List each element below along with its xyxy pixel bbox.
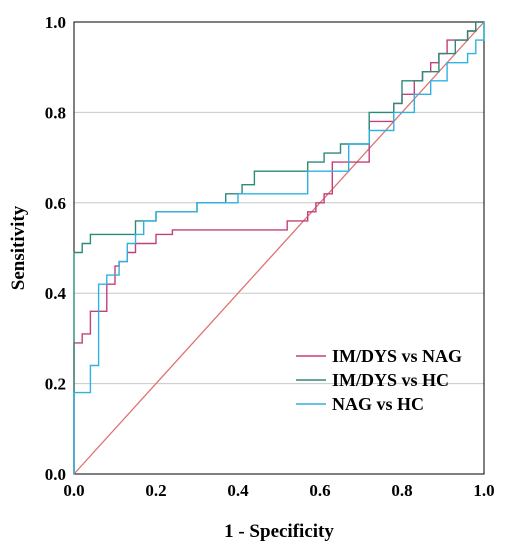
y-tick-label-4: 0.8 <box>45 103 66 122</box>
x-tick-label-1: 0.2 <box>145 481 166 500</box>
plot-frame <box>73 21 485 475</box>
y-tick-label-1: 0.2 <box>45 375 66 394</box>
x-axis-ticks: 0.0 0.2 0.4 0.6 0.8 1.0 <box>63 481 494 500</box>
legend: IM/DYS vs NAG IM/DYS vs HC NAG vs HC <box>296 346 462 414</box>
grid-lines <box>74 111 484 385</box>
series-line-0 <box>73 21 484 474</box>
legend-label-0: IM/DYS vs NAG <box>332 346 462 366</box>
series-group <box>73 21 485 474</box>
y-axis-label: Sensitivity <box>8 205 29 290</box>
x-tick-label-5: 1.0 <box>473 481 494 500</box>
legend-label-2: NAG vs HC <box>332 394 424 414</box>
x-tick-label-0: 0.0 <box>63 481 84 500</box>
y-tick-label-0: 0.0 <box>45 465 66 484</box>
x-axis-label: 1 - Specificity <box>224 521 334 542</box>
y-axis-ticks: 0.0 0.2 0.4 0.6 0.8 1.0 <box>45 13 67 484</box>
x-tick-label-4: 0.8 <box>391 481 412 500</box>
x-tick-label-3: 0.6 <box>309 481 330 500</box>
series-line-1 <box>73 21 485 474</box>
series-line-2 <box>73 22 485 474</box>
reference-line <box>73 21 485 475</box>
y-tick-label-5: 1.0 <box>45 13 66 32</box>
y-tick-label-2: 0.4 <box>45 284 67 303</box>
x-tick-label-2: 0.4 <box>227 481 249 500</box>
y-tick-label-3: 0.6 <box>45 194 66 213</box>
reference-diagonal <box>73 21 485 475</box>
legend-label-1: IM/DYS vs HC <box>332 370 449 390</box>
